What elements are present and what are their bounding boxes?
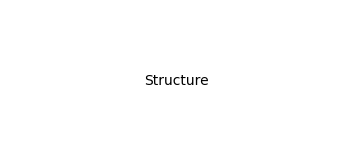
Text: Structure: Structure bbox=[144, 74, 208, 88]
